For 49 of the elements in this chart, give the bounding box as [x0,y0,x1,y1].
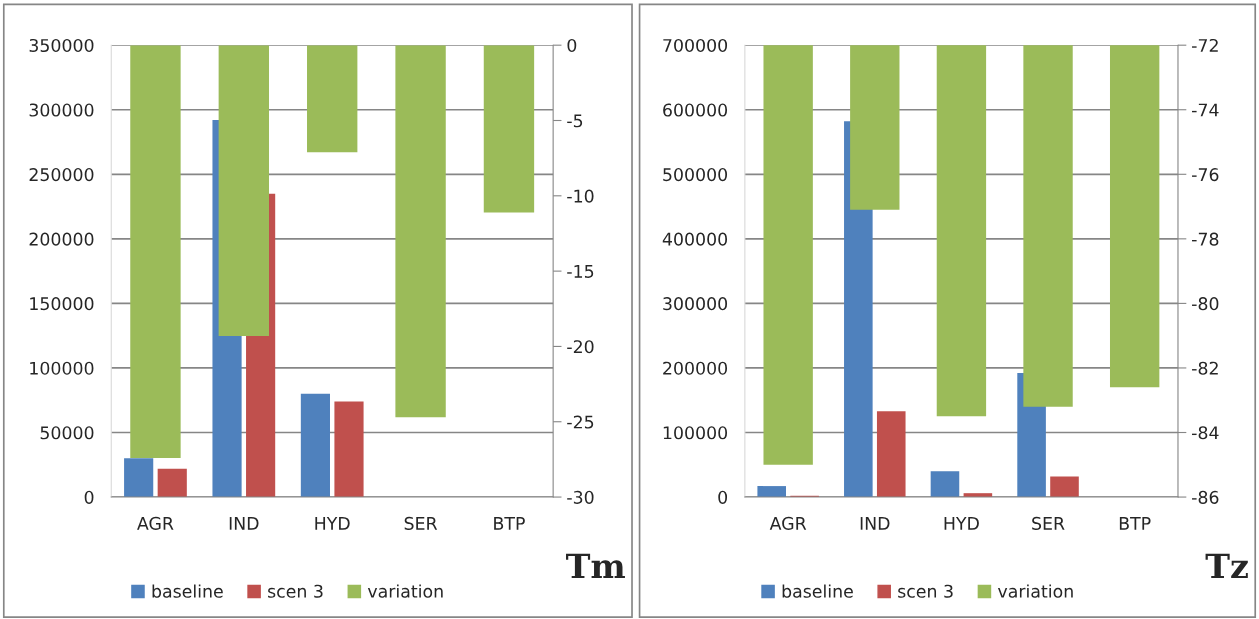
y-tick-label: 100000 [663,426,728,440]
y2-tick-label: -72 [1192,38,1218,52]
x-tick-label: SER [1032,516,1065,530]
x-tick-label: BTP [1119,517,1151,530]
y-tick-label: 200000 [663,361,728,375]
y-tick-label: 500000 [663,168,728,182]
y2-tick-label: -84 [1192,426,1219,440]
legend-label: variation [997,584,1073,598]
legend-label: scen 3 [268,584,323,598]
y-tick-label: 100000 [30,361,94,375]
y-tick-label: 400000 [662,232,728,246]
y-tick-label: 150000 [30,297,94,311]
y-tick-label: 600000 [663,103,728,117]
text: Tz [1205,553,1248,579]
x-tick-label: SER [404,516,438,530]
legend-label: baseline [782,584,853,598]
x-tick-label: IND [860,517,890,530]
y2-tick-label: -78 [1192,232,1219,246]
y-tick-label: 200000 [29,232,94,246]
y-tick-label: 50000 [40,426,94,440]
y2-tick-label: -5 [567,114,583,128]
legend-label: scen 3 [898,584,953,598]
x-tick-label: BTP [494,517,525,530]
y-tick-label: 700000 [663,38,728,53]
y2-tick-label: -10 [567,189,594,203]
y2-tick-label: -20 [567,340,594,354]
x-tick-label: IND [229,517,259,530]
y2-tick-label: -82 [1192,361,1218,375]
x-tick-label: HYD [944,517,979,530]
legend-label: baseline [152,584,223,598]
y-tick-label: 300000 [663,297,728,311]
y-tick-label: 250000 [29,168,94,182]
x-tick-label: HYD [315,517,350,530]
y2-tick-label: -25 [567,415,594,429]
y-tick-label: 0 [84,490,94,504]
legend-label: variation [367,584,443,598]
x-tick-label: AGR [137,516,174,530]
y2-tick-label: -74 [1192,103,1219,117]
text: Tm [566,553,625,579]
y2-tick-label: -30 [567,490,594,504]
y2-tick-label: -15 [567,265,594,278]
y-tick-label: 0 [718,490,728,504]
y2-tick-label: -86 [1192,490,1219,504]
y-tick-label: 300000 [29,103,94,117]
y2-tick-label: -80 [1192,297,1219,311]
y2-tick-label: -76 [1192,168,1219,182]
y-tick-label: 350000 [29,38,94,53]
y2-tick-label: 0 [567,38,577,53]
x-tick-label: AGR [769,516,807,530]
